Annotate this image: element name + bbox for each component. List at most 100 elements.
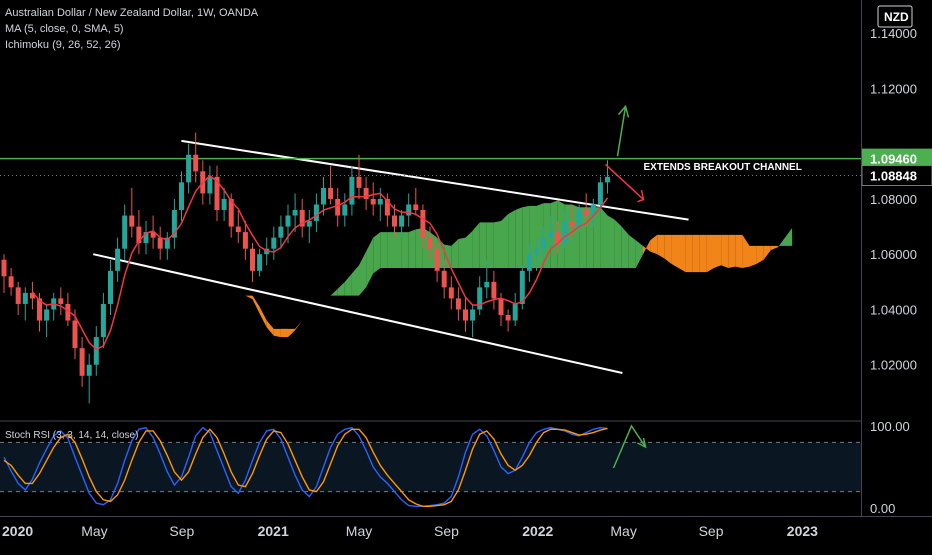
cloud-segment — [614, 219, 622, 269]
candle-body — [342, 204, 348, 216]
candle-body — [122, 215, 128, 249]
cloud-segment — [486, 222, 494, 269]
cloud-segment — [621, 226, 629, 269]
candle-body — [235, 226, 241, 233]
stoch-rsi-panel: Stoch RSI (3, 3, 14, 14, close) — [0, 420, 861, 508]
y-tick-label: 1.12000 — [870, 81, 917, 96]
cloud-segment — [557, 200, 565, 269]
x-tick-label: Sep — [434, 523, 459, 539]
candle-body — [306, 221, 312, 227]
x-tick-label: 2021 — [258, 523, 289, 539]
cloud-segment — [785, 227, 793, 246]
down-arrowhead-icon — [637, 189, 645, 203]
candle-body — [129, 215, 135, 227]
cloud-segment — [472, 222, 480, 269]
candle-body — [285, 215, 291, 227]
candle-body — [576, 210, 582, 227]
candle-body — [100, 303, 106, 338]
cloud-segment — [387, 232, 395, 269]
cloud-segment — [330, 288, 338, 296]
cloud-segment — [643, 240, 651, 255]
candle-body — [164, 237, 170, 249]
rsi-tick-label: 100.00 — [870, 419, 910, 434]
cloud-segment — [259, 306, 267, 328]
candle-body — [335, 198, 341, 216]
rsi-up-arrow-icon — [612, 424, 647, 469]
candle-body — [108, 270, 113, 304]
cloud-segment — [508, 210, 516, 269]
price-tag — [862, 148, 932, 169]
candle-body — [541, 237, 547, 249]
x-tick-label: 2020 — [2, 523, 33, 539]
candle-body — [484, 281, 490, 288]
cloud-segment — [593, 207, 601, 269]
candle-body — [363, 187, 369, 199]
candle-body — [257, 254, 263, 271]
candle-body — [463, 309, 468, 321]
candle-body — [569, 221, 575, 227]
cloud-segment — [714, 234, 722, 269]
candle-body — [15, 287, 21, 304]
candle-body — [356, 176, 362, 188]
candle-body — [420, 210, 426, 238]
candle-body — [321, 187, 326, 205]
ma-legend: MA (5, close, 0, SMA, 5) — [5, 23, 124, 35]
cloud-segment — [415, 227, 423, 269]
rsi-tick-label: 0.00 — [870, 501, 895, 516]
y-tick-label: 1.14000 — [870, 26, 917, 41]
cloud-segment — [749, 245, 757, 267]
candle-body — [299, 210, 305, 227]
ma5-line — [31, 174, 609, 351]
cloud-segment — [671, 234, 679, 269]
candle-body — [313, 204, 319, 222]
cloud-segment — [515, 207, 523, 269]
candle-body — [136, 226, 142, 244]
cloud-segment — [245, 295, 253, 300]
cloud-segment — [777, 237, 785, 248]
candle-body — [519, 270, 525, 304]
cloud-segment — [728, 234, 736, 269]
cloud-segment — [664, 234, 672, 264]
symbol-legend: Australian Dollar / New Zealand Dollar, … — [5, 7, 259, 19]
price-tag-label: 1.08848 — [870, 169, 917, 184]
y-tick-label: 1.08000 — [870, 192, 917, 207]
candle-body — [143, 232, 149, 244]
candle-body — [399, 215, 405, 227]
resistance-line — [0, 157, 861, 177]
cloud-segment — [493, 221, 501, 269]
annotation-label: EXTENDS BREAKOUT CHANNEL — [644, 162, 802, 173]
currency-label: NZD — [884, 10, 909, 24]
y-tick-label: 1.06000 — [870, 247, 917, 262]
down-arrow-icon — [604, 163, 645, 201]
cloud-segment — [451, 239, 459, 269]
cloud-segment — [337, 281, 345, 296]
channel-lower-line — [92, 253, 623, 375]
axes: 1.14000 1.12000 1.08000 1.06000 1.04000 1.020… — [0, 0, 932, 539]
cloud-segment — [295, 320, 303, 331]
candle-body — [427, 237, 433, 249]
cloud-segment — [465, 230, 473, 269]
candle-body — [93, 337, 99, 365]
stoch-rsi-label: Stoch RSI (3, 3, 14, 14, close) — [5, 430, 138, 441]
candle-body — [214, 176, 220, 210]
stoch-k-line — [3, 426, 608, 508]
ichimoku-cloud — [245, 200, 793, 338]
price-tag-label: 1.09460 — [870, 152, 917, 167]
candle-body — [434, 248, 440, 271]
candle-body — [548, 232, 554, 238]
cloud-segment — [635, 240, 643, 269]
candle-body — [384, 198, 390, 216]
candle-body — [44, 309, 50, 321]
candle-body — [512, 303, 518, 321]
channel-upper-line — [181, 139, 689, 221]
cloud-segment — [273, 328, 281, 338]
currency-badge — [877, 5, 913, 28]
breakout-channel — [92, 139, 689, 375]
candle-body — [271, 237, 277, 249]
cloud-segment — [380, 232, 388, 269]
cloud-segment — [550, 200, 558, 269]
cloud-segment — [394, 232, 402, 269]
candle-body — [448, 287, 454, 299]
